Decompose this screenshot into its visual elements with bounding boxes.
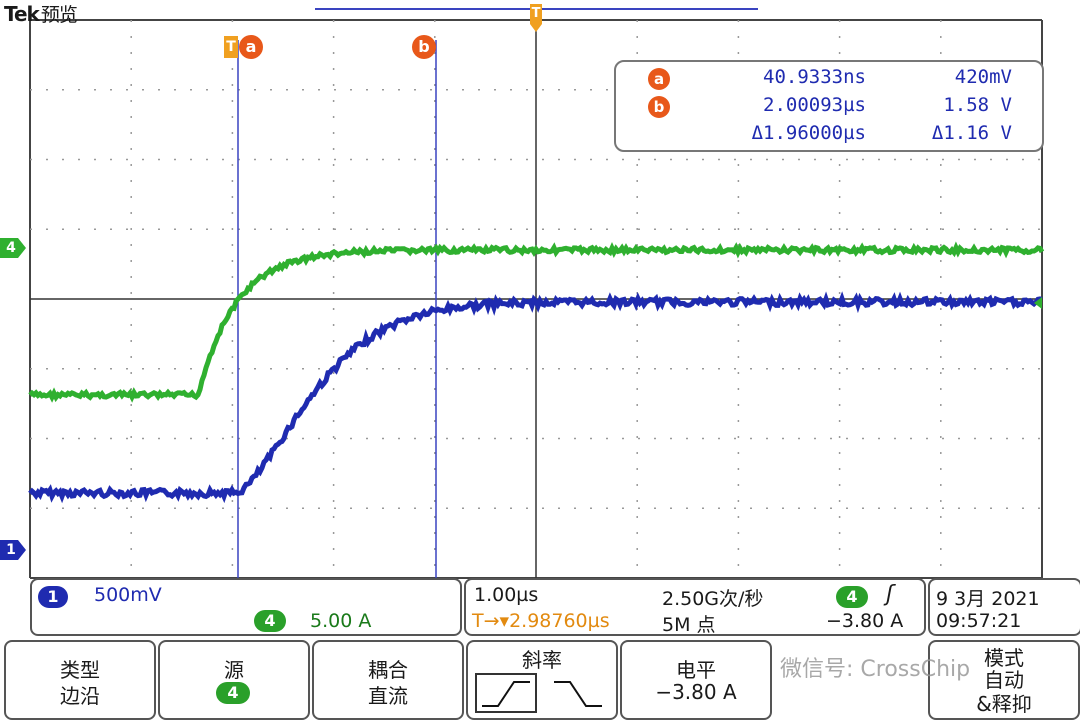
cursor-b-time: 2.00093µs	[763, 94, 866, 116]
watermark-text: 微信号: CrossChip	[780, 657, 971, 682]
cursor-b-badge[interactable]: b	[412, 35, 436, 59]
coupling-button-value: 直流	[368, 684, 408, 708]
cursor-a-badge[interactable]: a	[239, 35, 263, 59]
level-button-value: −3.80 A	[655, 680, 737, 704]
level-button-label: 电平	[676, 658, 716, 682]
cursor-b-row: b 2.00093µs 1.58 V	[616, 94, 1042, 120]
slope-button-label: 斜率	[522, 648, 562, 672]
timebase-trigger-panel[interactable]: 1.00µs 2.50G次/秒 T→▾2.98760µs 5M 点 4 ʃ −3…	[464, 578, 926, 636]
trigger-flag-icon: T	[224, 36, 238, 58]
mode-button[interactable]: 模式 自动 &释抑	[928, 640, 1080, 720]
slope-button[interactable]: 斜率	[466, 640, 618, 720]
source-button-badge: 4	[216, 682, 250, 704]
record-length: 5M 点	[662, 614, 716, 636]
cursor-delta-row: Δ1.96000µs Δ1.16 V	[616, 122, 1042, 148]
level-button[interactable]: 电平 −3.80 A	[620, 640, 772, 720]
ch4-marker-label: 4	[6, 240, 16, 256]
acquisition-mode: 预览	[40, 4, 78, 26]
ch1-waveform	[28, 291, 1043, 504]
trigger-offset: T→▾2.98760µs	[472, 610, 610, 632]
slope-options	[475, 673, 602, 713]
coupling-button-label: 耦合	[368, 658, 408, 682]
ch1-marker-label: 1	[6, 542, 16, 558]
ch4-waveform	[28, 241, 1045, 403]
ch4-right-marker	[1034, 297, 1042, 309]
ch4-level-marker[interactable]	[0, 238, 26, 258]
brand-name: Tek	[4, 2, 40, 26]
trigger-top-label: T	[531, 6, 541, 21]
channel-scale-panel[interactable]: 1 500mV 4 5.00 A	[30, 578, 462, 636]
source-button-label: 源	[224, 658, 244, 682]
rising-slope-box[interactable]	[475, 673, 537, 713]
brand-logo: Tek 预览	[4, 0, 78, 27]
mode-button-value: 自动	[984, 668, 1024, 692]
date-display: 9 3月 2021	[936, 588, 1040, 610]
datetime-panel: 9 3月 2021 09:57:21	[928, 578, 1080, 636]
coupling-button[interactable]: 耦合 直流	[312, 640, 464, 720]
sample-rate: 2.50G次/秒	[662, 588, 764, 610]
cursor-readout: a 40.9333ns 420mV b 2.00093µs 1.58 V Δ1.…	[614, 60, 1044, 152]
trigger-position-icon[interactable]	[530, 4, 542, 32]
cursor-a-value: 420mV	[954, 66, 1012, 88]
ch1-scale: 500mV	[94, 584, 162, 606]
mode-button-holdoff: &释抑	[976, 692, 1032, 716]
ch4-badge: 4	[254, 610, 286, 632]
rising-slope-icon	[482, 681, 530, 707]
time-display: 09:57:21	[936, 610, 1022, 632]
type-button[interactable]: 类型 边沿	[4, 640, 156, 720]
ch1-badge: 1	[38, 586, 68, 608]
trigger-source-badge: 4	[836, 586, 868, 608]
cursor-a-icon: a	[648, 68, 670, 90]
trigger-level: −3.80 A	[826, 610, 904, 632]
falling-slope-icon[interactable]	[554, 681, 602, 707]
trigger-slope-icon: ʃ	[886, 582, 894, 607]
type-button-value: 边沿	[60, 684, 100, 708]
ch4-scale: 5.00 A	[310, 610, 372, 632]
delta-value: Δ1.16 V	[931, 122, 1012, 144]
type-button-label: 类型	[60, 658, 100, 682]
cursor-a-time: 40.9333ns	[763, 66, 866, 88]
ch1-level-marker[interactable]	[0, 540, 26, 560]
source-button[interactable]: 源 4	[158, 640, 310, 720]
delta-time: Δ1.96000µs	[751, 122, 866, 144]
cursor-a-row: a 40.9333ns 420mV	[616, 66, 1042, 92]
mode-button-label: 模式	[984, 646, 1024, 670]
cursor-b-icon: b	[648, 96, 670, 118]
timebase-scale: 1.00µs	[474, 584, 539, 606]
cursor-b-value: 1.58 V	[943, 94, 1012, 116]
